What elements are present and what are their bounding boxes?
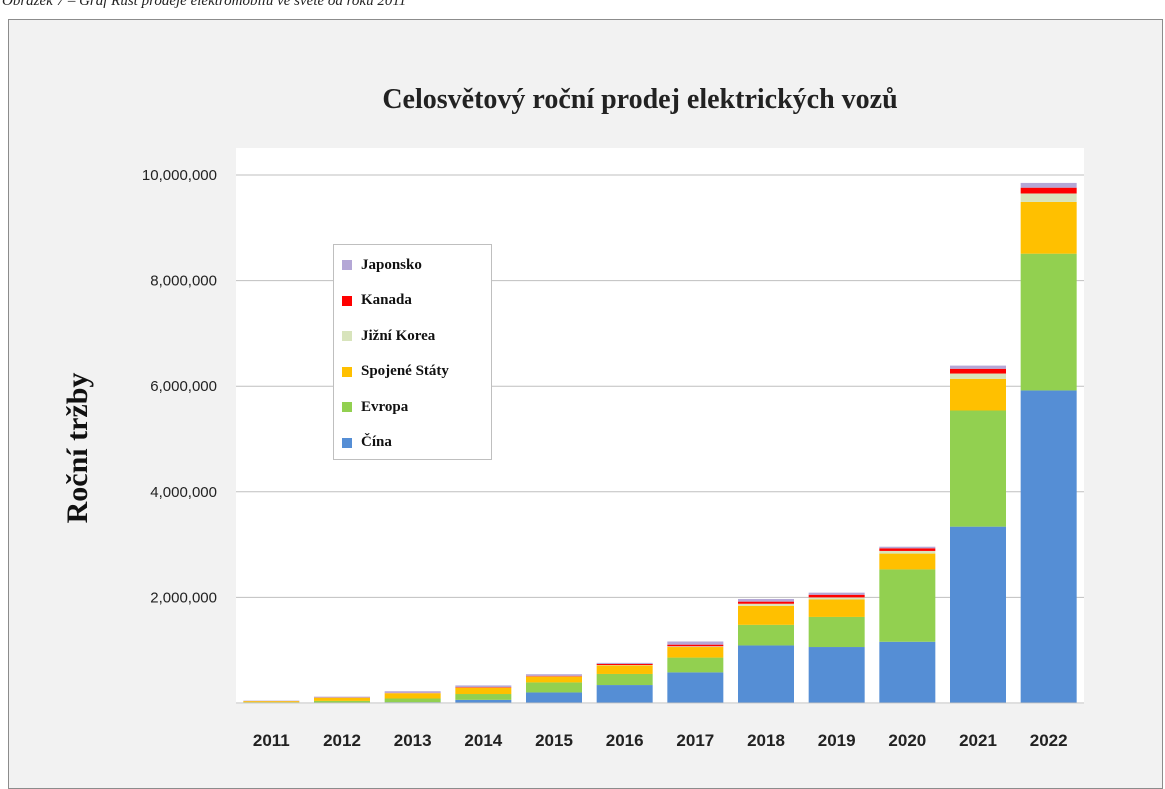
x-tick-label: 2022: [1030, 731, 1068, 750]
legend-label: Spojené Státy: [361, 363, 449, 380]
x-tick-label: 2012: [323, 731, 361, 750]
bar-segment: [1021, 188, 1077, 194]
legend-swatch: [342, 367, 352, 377]
bar-segment: [667, 646, 723, 647]
y-tick-label: 8,000,000: [150, 273, 217, 290]
bar-segment: [738, 599, 794, 602]
y-tick-label: 4,000,000: [150, 484, 217, 501]
bar-segment: [950, 379, 1006, 411]
x-tick-labels: 2011 2012 2013 2014 2015 2016 2017 2018 2019 2020…: [253, 731, 1068, 750]
legend-label: Kanada: [361, 292, 412, 309]
legend-label: Evropa: [361, 399, 408, 416]
legend-swatch: [342, 402, 352, 412]
bar-segment: [314, 698, 370, 701]
bar-segment: [526, 674, 582, 676]
bar-segment: [879, 554, 935, 570]
x-tick-label: 2013: [394, 731, 432, 750]
bar-segment: [526, 676, 582, 677]
legend: Japonsko Kanada Jižní Korea Spojené Státy Ev…: [333, 244, 492, 460]
legend-item: Čína: [342, 433, 392, 453]
y-tick-label: 10,000,000: [142, 167, 217, 184]
legend-item: Kanada: [342, 291, 412, 311]
bar-segment: [526, 677, 582, 683]
bar-segment: [667, 672, 723, 703]
x-tick-label: 2016: [606, 731, 644, 750]
bar-segment: [455, 685, 511, 687]
bar-segment: [879, 547, 935, 549]
legend-swatch: [342, 260, 352, 270]
bar-segment: [738, 602, 794, 604]
bar-segment: [667, 658, 723, 673]
bar-segment: [1021, 202, 1077, 254]
bar-segment: [1021, 254, 1077, 391]
bar-segment: [950, 527, 1006, 703]
bar-segment: [597, 664, 653, 665]
legend-label: Čína: [361, 434, 392, 451]
x-tick-label: 2017: [676, 731, 714, 750]
bar-segment: [1021, 193, 1077, 201]
legend-label: Jižní Korea: [361, 328, 435, 345]
x-tick-label: 2019: [818, 731, 856, 750]
bar-segment: [385, 699, 441, 703]
y-tick-label: 2,000,000: [150, 589, 217, 606]
bar-segment: [314, 701, 370, 703]
bar-segment: [597, 665, 653, 666]
legend-swatch: [342, 296, 352, 306]
bar-segment: [738, 604, 794, 606]
bar-segment: [455, 688, 511, 694]
bar-segment: [1021, 390, 1077, 703]
bar-segment: [738, 645, 794, 703]
bar-segment: [597, 674, 653, 685]
x-tick-label: 2014: [464, 731, 502, 750]
bar-segment: [950, 366, 1006, 369]
bar-segment: [597, 685, 653, 703]
bar-segment: [809, 597, 865, 599]
legend-label: Japonsko: [361, 257, 422, 274]
legend-swatch: [342, 331, 352, 341]
legend-item: Evropa: [342, 397, 408, 417]
x-tick-label: 2018: [747, 731, 785, 750]
bar-segment: [667, 645, 723, 647]
legend-item: Jižní Korea: [342, 326, 435, 346]
x-tick-label: 2015: [535, 731, 573, 750]
bar-segment: [809, 600, 865, 617]
bar-segment: [879, 551, 935, 554]
bar-segment: [597, 663, 653, 664]
legend-item: Japonsko: [342, 255, 422, 275]
bar-segment: [385, 693, 441, 698]
bar-segment: [314, 697, 370, 698]
bar-segment: [809, 595, 865, 598]
bar-segment: [738, 625, 794, 646]
y-tick-labels: 2,000,000 4,000,000 6,000,000 8,000,000 10,0…: [142, 167, 217, 606]
bar-segment: [809, 593, 865, 595]
bar-segment: [809, 647, 865, 703]
y-tick-label: 6,000,000: [150, 378, 217, 395]
bar-segment: [950, 374, 1006, 379]
bar-segment: [455, 694, 511, 700]
bar-segment: [526, 692, 582, 703]
x-tick-label: 2021: [959, 731, 997, 750]
bar-segment: [950, 369, 1006, 374]
bar-segment: [809, 617, 865, 647]
bar-segment: [950, 410, 1006, 526]
x-tick-label: 2020: [888, 731, 926, 750]
bar-segment: [385, 691, 441, 693]
bar-segment: [879, 642, 935, 703]
x-tick-label: 2011: [253, 731, 290, 750]
legend-swatch: [342, 438, 352, 448]
bar-segment: [738, 606, 794, 625]
bar-segment: [1021, 183, 1077, 188]
bar-segment: [526, 682, 582, 692]
bar-segment: [597, 666, 653, 674]
legend-item: Spojené Státy: [342, 362, 449, 382]
bar-segment: [243, 701, 299, 702]
bar-segment: [667, 647, 723, 658]
bar-segment: [667, 641, 723, 644]
bar-segment: [879, 548, 935, 551]
bar-segment: [879, 569, 935, 641]
